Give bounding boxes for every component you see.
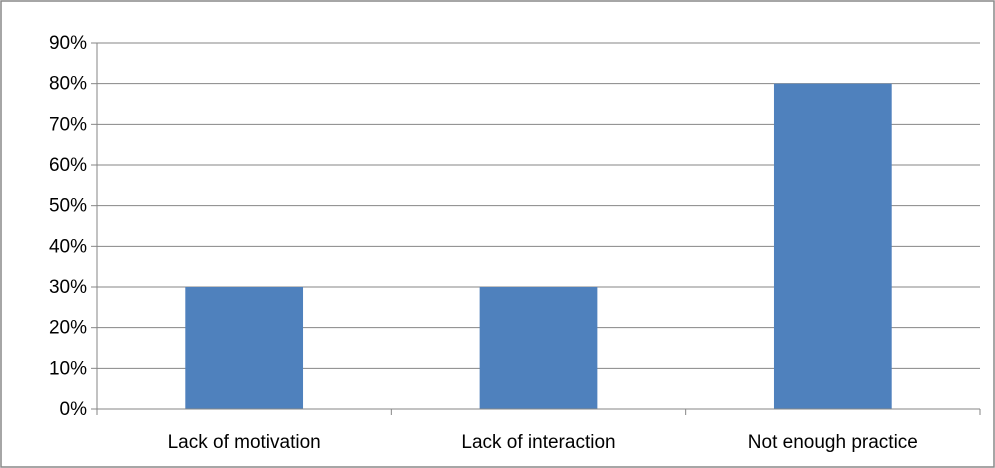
y-tick-label: 20% (49, 318, 87, 339)
x-tick-label: Not enough practice (748, 432, 918, 453)
bar (479, 287, 598, 409)
y-tick-label: 90% (49, 33, 87, 54)
y-tick-label: 40% (49, 236, 87, 257)
y-tick-label: 10% (49, 358, 87, 379)
y-tick-label: 70% (49, 114, 87, 135)
y-tick-label: 30% (49, 277, 87, 298)
bar (773, 83, 892, 410)
y-tick-label: 50% (49, 196, 87, 217)
y-tick-label: 80% (49, 74, 87, 95)
x-tick-label: Lack of interaction (461, 432, 615, 453)
y-tick-label: 0% (60, 399, 88, 420)
x-tick-label: Lack of motivation (168, 432, 321, 453)
bars (185, 83, 892, 410)
x-tick-labels: Lack of motivation Lack of interaction Not… (168, 432, 918, 453)
axes (91, 42, 981, 415)
y-tick-label: 60% (49, 155, 87, 176)
bar (185, 287, 304, 409)
y-tick-labels: 0% 10% 20% 30% 40% 50% 60% 70% 80% 90% (49, 33, 87, 420)
